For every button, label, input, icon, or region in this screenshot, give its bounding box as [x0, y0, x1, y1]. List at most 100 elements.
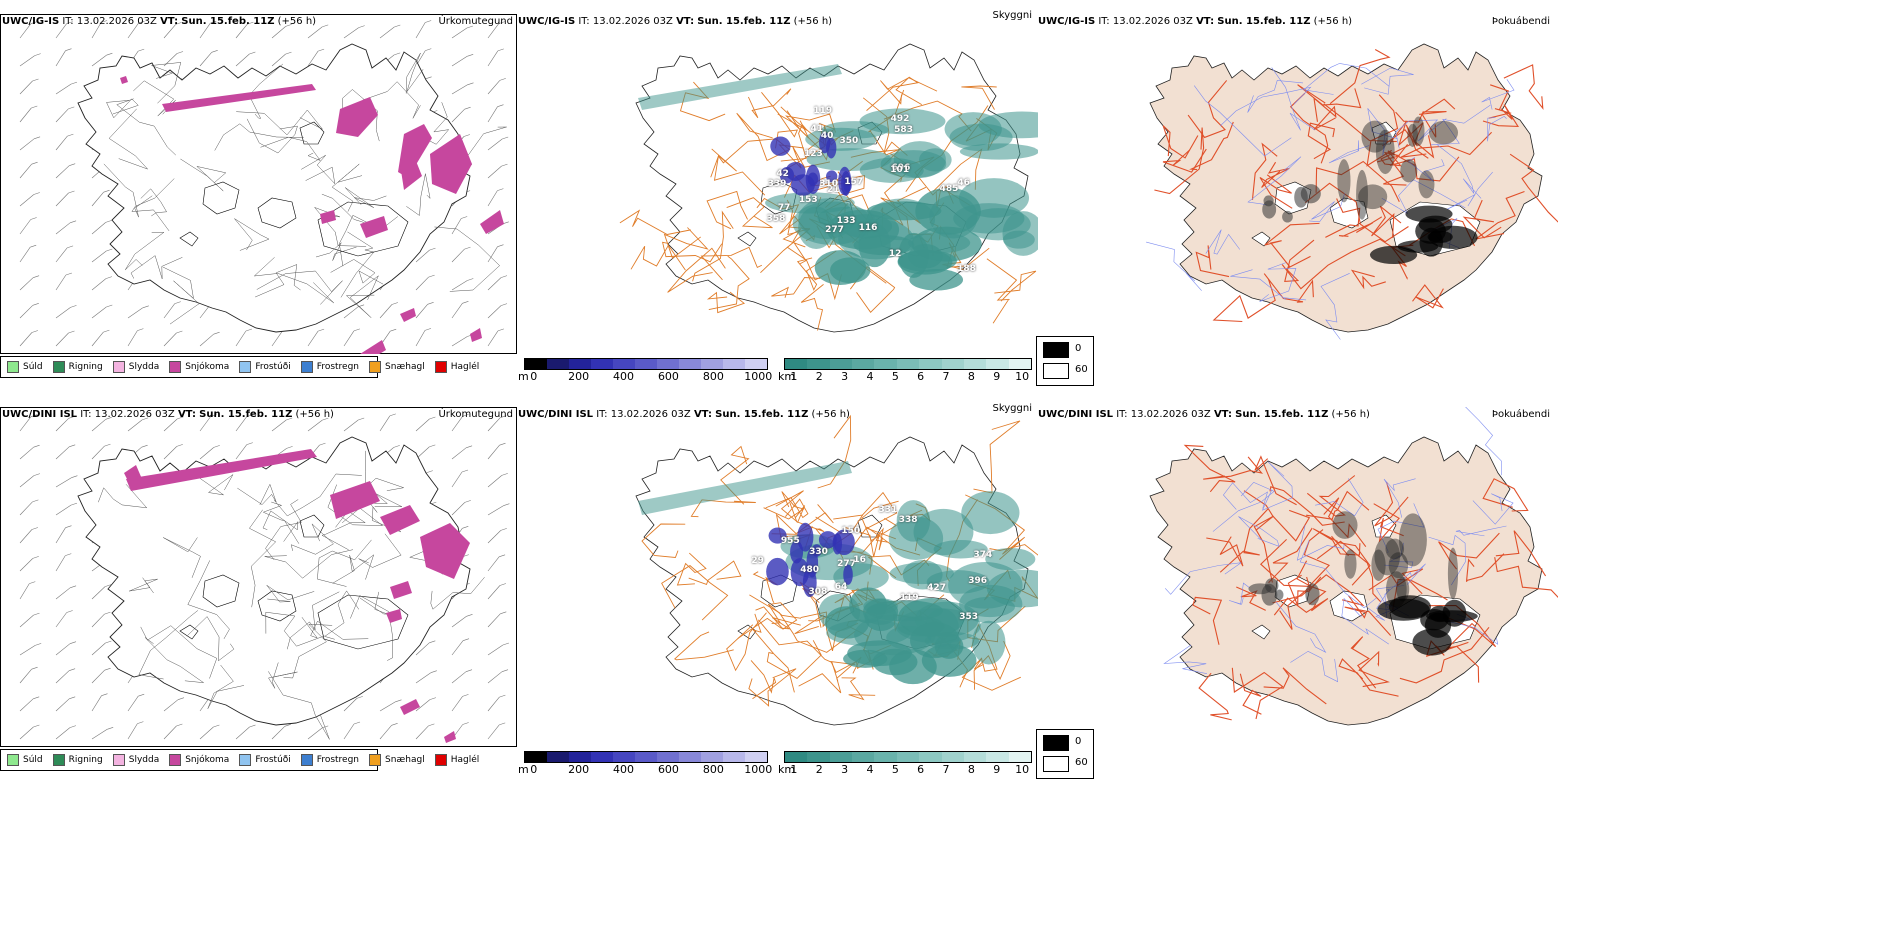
colorbar-tick: 0: [530, 370, 538, 383]
road-line: [1382, 124, 1429, 159]
wind-barb-flag: [31, 527, 38, 530]
field-patch: [826, 137, 837, 159]
ceiling-value-label: 21: [826, 185, 840, 196]
road-line: [726, 612, 767, 672]
ceiling-value-label: 310: [819, 178, 839, 189]
colorbar-cell: [896, 752, 920, 762]
field-patch: [1400, 159, 1418, 183]
wind-barb-flag: [177, 416, 184, 420]
wind-barb: [451, 248, 465, 263]
low-visibility-band: [638, 64, 842, 110]
wind-barb-flag: [68, 190, 75, 194]
colorbar-cell: [635, 359, 657, 369]
wind-barb: [19, 645, 36, 656]
wind-barb-flag: [33, 612, 40, 616]
colorbar-tick: 600: [657, 763, 679, 776]
colorbar-cell: [1008, 752, 1031, 762]
wind-barb-flag: [394, 52, 401, 56]
colorbar-cell: [874, 359, 897, 369]
wind-barb-flag: [32, 78, 39, 82]
field-patch: [1294, 186, 1308, 208]
road-line: [1446, 171, 1493, 210]
legend-swatch: [239, 754, 252, 766]
road-line: [163, 537, 201, 578]
road-line: [1475, 190, 1525, 240]
wind-barb-flag: [101, 693, 108, 696]
ceiling-value-label: 358: [766, 214, 786, 225]
road-line: [1373, 503, 1404, 543]
road-line: [358, 533, 402, 568]
road-line: [1384, 563, 1426, 619]
wind-barb: [55, 192, 69, 207]
colorbar-cell: [547, 752, 569, 762]
wind-barb: [19, 247, 31, 263]
wind-barb: [55, 527, 66, 544]
wind-barb-flag: [103, 189, 110, 193]
wind-barb: [19, 55, 35, 67]
colorbar-tick: 3: [841, 763, 849, 776]
road-line: [131, 178, 175, 232]
field-patch: [985, 547, 1036, 571]
wind-barb: [163, 24, 176, 39]
colorbar-cell: [896, 359, 920, 369]
colorbar-unit: km: [778, 370, 796, 383]
wind-barb-flag: [461, 216, 468, 219]
wind-barb: [271, 26, 286, 39]
wind-barb-flag: [322, 417, 329, 421]
lead-time: (+56 h): [1331, 409, 1370, 420]
road-line: [994, 270, 1037, 302]
wind-barb-flag: [463, 134, 470, 137]
wind-barb: [127, 723, 138, 740]
road-line: [1399, 626, 1490, 684]
road-line: [237, 483, 277, 506]
road-line: [1243, 490, 1311, 542]
road-line: [1163, 644, 1208, 674]
colorbar-tick: 6: [917, 370, 925, 383]
snow-area: [162, 84, 316, 112]
wind-barb: [19, 138, 35, 151]
wind-barb: [127, 307, 143, 319]
wind-barb-flag: [393, 445, 400, 448]
road-line: [430, 577, 485, 610]
road-line: [248, 63, 284, 119]
colorbar-cell: [745, 752, 767, 762]
colorbar-cell: [591, 752, 613, 762]
wind-barb-flag: [429, 247, 436, 251]
wind-barb-flag: [176, 330, 183, 334]
wind-barb-flag: [33, 724, 40, 728]
road-line: [1219, 508, 1269, 573]
wind-barb: [55, 504, 72, 516]
wind-barb: [451, 416, 463, 432]
wind-barb-flag: [103, 329, 110, 333]
field-patch: [1374, 537, 1401, 576]
wind-barb: [19, 446, 34, 460]
colorbar-tick: 3: [841, 370, 849, 383]
wind-barb-flag: [35, 643, 42, 646]
wind-barb-flag: [318, 328, 325, 332]
field-patch: [1344, 549, 1357, 579]
wind-barb-flag: [70, 220, 77, 224]
wind-barb-flag: [430, 670, 437, 673]
wind-barb: [163, 332, 177, 347]
road-line: [415, 102, 450, 145]
colorbar-cell: [525, 752, 547, 762]
road-line: [662, 241, 723, 263]
ceiling-value-label: 339: [767, 178, 787, 189]
road-line: [1509, 153, 1558, 223]
precip-type-legend-item: Frostúði: [239, 361, 291, 373]
road-line: [1146, 241, 1202, 291]
wind-barb: [19, 305, 34, 319]
model-name: UWC/IG-IS: [518, 16, 576, 27]
colorbar-cell: [807, 752, 830, 762]
road-line: [1296, 525, 1345, 561]
wind-barb: [55, 727, 71, 740]
wind-barb: [91, 642, 106, 656]
wind-barb-flag: [30, 414, 38, 417]
wind-barb-flag: [353, 721, 361, 725]
road-line: [755, 602, 798, 630]
field-patch: [1356, 169, 1368, 220]
wind-barb-flag: [429, 640, 436, 644]
legend-label: Rigning: [68, 362, 103, 372]
road-line: [253, 257, 334, 304]
wind-barb: [451, 640, 464, 656]
